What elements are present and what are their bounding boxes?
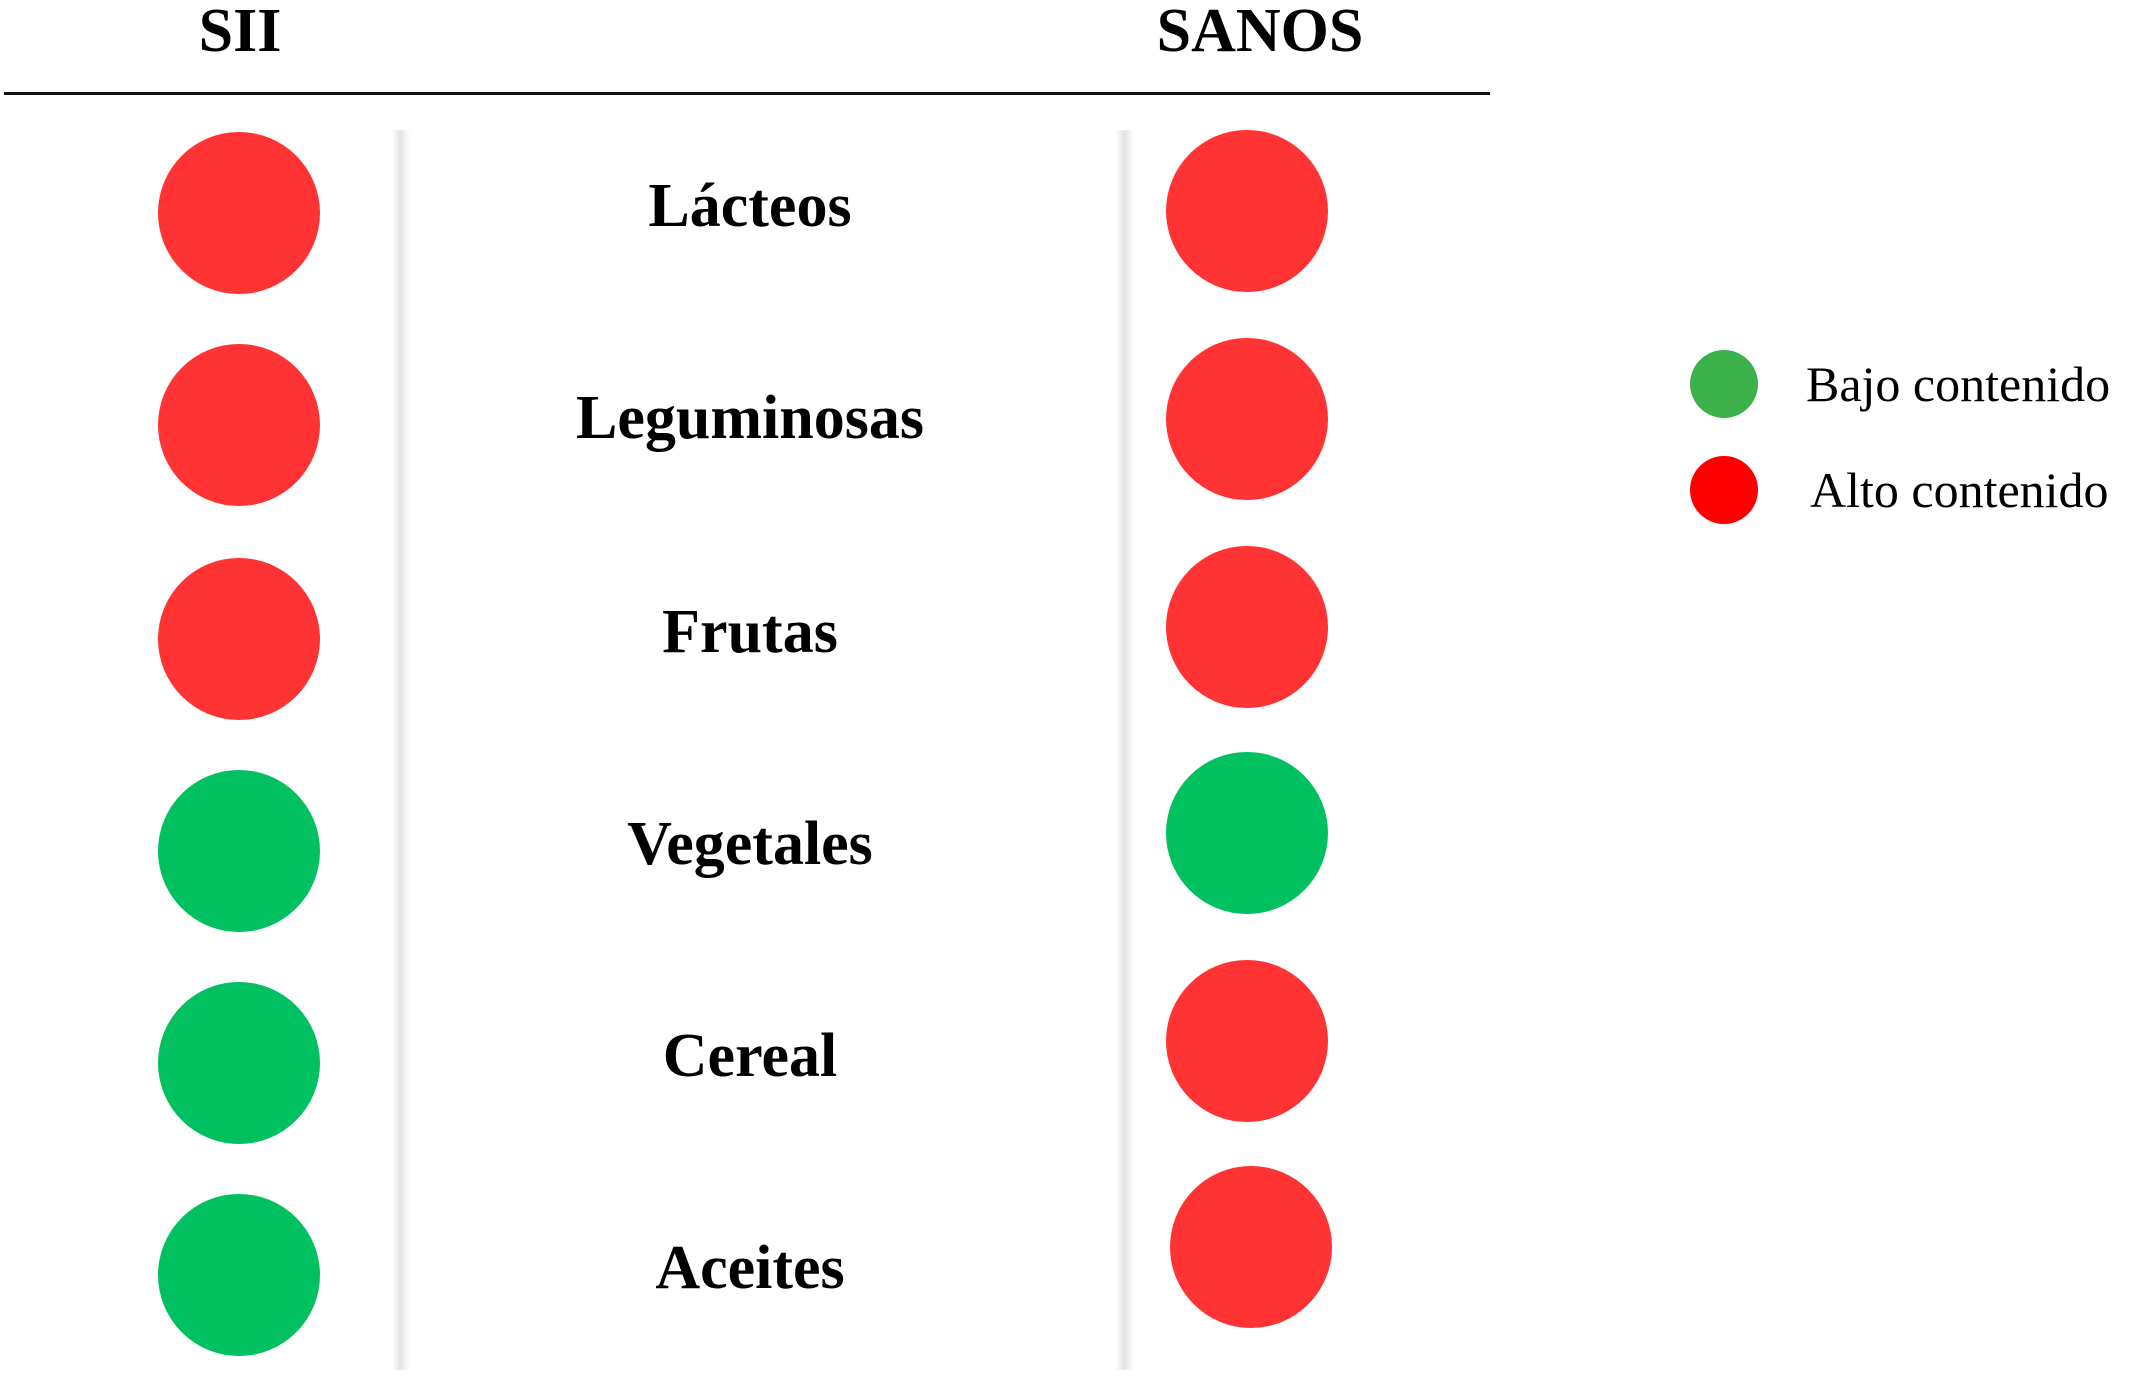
sanos-indicator-dot [1170, 1166, 1332, 1328]
food-row: Lácteos [0, 130, 1490, 332]
food-label: Cereal [662, 1022, 838, 1090]
column-header-sii: SII [198, 0, 282, 65]
legend-label-alto: Alto contenido [1810, 462, 2109, 518]
legend-label-bajo: Bajo contenido [1806, 356, 2111, 412]
sii-indicator-dot [158, 1194, 320, 1356]
food-row: Frutas [0, 546, 1490, 758]
food-label: Lácteos [648, 172, 852, 240]
legend-item-alto: Alto contenido [1690, 456, 2142, 562]
header-divider [4, 92, 1490, 95]
food-label: Leguminosas [576, 384, 924, 452]
legend-item-bajo: Bajo contenido [1690, 350, 2142, 456]
column-header-sanos: SANOS [1156, 0, 1364, 65]
sanos-indicator-dot [1166, 752, 1328, 914]
legend: Bajo contenido Alto contenido [1690, 350, 2142, 562]
sanos-indicator-dot [1166, 546, 1328, 708]
food-row: Vegetales [0, 752, 1490, 970]
column-separator-shadow [1116, 130, 1134, 1370]
sii-indicator-dot [158, 132, 320, 294]
column-separator-shadow [392, 130, 410, 1370]
sanos-indicator-dot [1166, 338, 1328, 500]
sanos-indicator-dot [1166, 960, 1328, 1122]
sii-indicator-dot [158, 770, 320, 932]
sii-indicator-dot [158, 558, 320, 720]
legend-dot-alto [1690, 456, 1758, 524]
food-label: Frutas [662, 598, 838, 666]
food-row: Aceites [0, 1166, 1490, 1394]
sii-indicator-dot [158, 344, 320, 506]
legend-dot-bajo [1690, 350, 1758, 418]
food-row: Cereal [0, 960, 1490, 1182]
sanos-indicator-dot [1166, 130, 1328, 292]
food-label: Aceites [655, 1234, 845, 1302]
food-row: Leguminosas [0, 338, 1490, 544]
sii-indicator-dot [158, 982, 320, 1144]
food-label: Vegetales [627, 810, 873, 878]
